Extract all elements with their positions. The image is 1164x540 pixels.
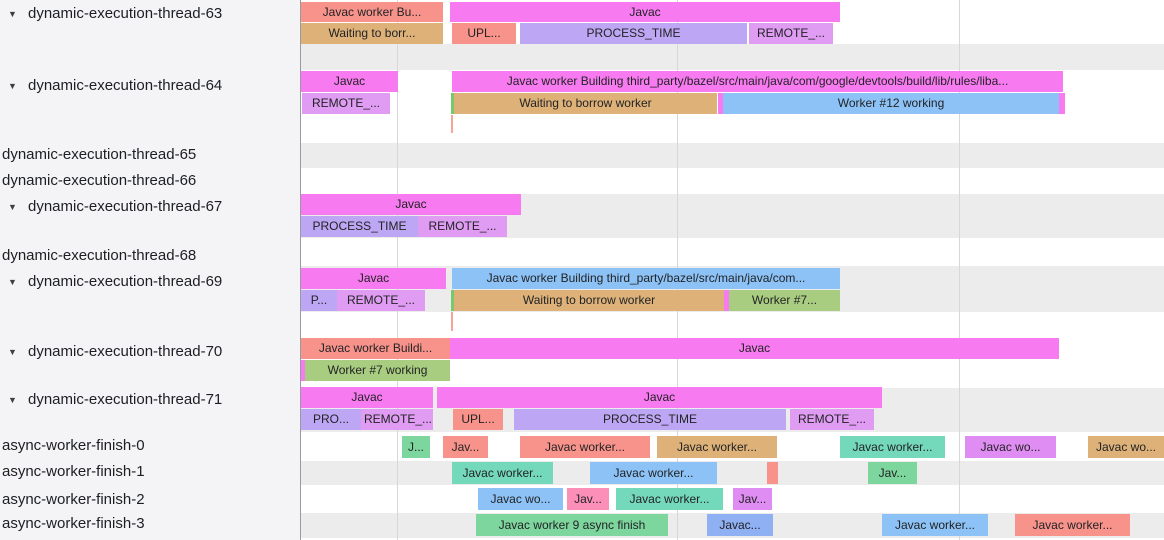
sidebar-item[interactable]: ▼ dynamic-execution-thread-69 <box>0 271 222 293</box>
timeline-bar[interactable]: Worker #7... <box>729 290 840 311</box>
timeline-bar[interactable]: Javac wo... <box>1088 436 1164 458</box>
sidebar-item[interactable]: dynamic-execution-thread-66 <box>0 170 196 192</box>
timeline-bar[interactable]: Javac worker Bu... <box>301 2 443 22</box>
sidebar-item[interactable]: dynamic-execution-thread-68 <box>0 245 196 267</box>
timeline-bar[interactable]: Javac <box>450 2 840 22</box>
timeline-bar[interactable]: J... <box>402 436 430 458</box>
timeline-bar[interactable]: Jav... <box>443 436 488 458</box>
sidebar-item[interactable]: ▼ dynamic-execution-thread-63 <box>0 3 222 25</box>
sidebar: ▼ dynamic-execution-thread-63 ▼ dynamic-exe… <box>0 0 301 540</box>
timeline-bar[interactable]: Javac wo... <box>478 488 563 510</box>
timeline-bar[interactable]: REMOTE_... <box>361 409 433 430</box>
timeline-bar[interactable]: UPL... <box>452 23 516 44</box>
thread-name-label: async-worker-finish-2 <box>2 491 145 508</box>
timeline-bar[interactable]: Javac worker... <box>616 488 723 510</box>
collapse-triangle-icon[interactable]: ▼ <box>8 202 17 212</box>
timeline-bar[interactable]: Javac worker Building third_party/bazel/… <box>452 71 1063 92</box>
timeline-bar[interactable]: PROCESS_TIME <box>520 23 747 44</box>
sidebar-item[interactable]: async-worker-finish-0 <box>0 435 145 457</box>
sidebar-item[interactable]: ▼ dynamic-execution-thread-70 <box>0 341 222 363</box>
collapse-triangle-icon[interactable]: ▼ <box>8 277 17 287</box>
timeline-bar[interactable]: Javac wo... <box>965 436 1056 458</box>
timeline-bar[interactable]: Javac... <box>707 514 773 536</box>
timeline-bar[interactable]: Javac <box>301 387 433 408</box>
timeline-bar[interactable]: Javac worker Buildi... <box>301 338 450 359</box>
row-band <box>300 44 1164 70</box>
thread-name-label: dynamic-execution-thread-66 <box>2 172 197 189</box>
sidebar-item[interactable]: async-worker-finish-2 <box>0 489 145 511</box>
sidebar-item[interactable]: dynamic-execution-thread-65 <box>0 144 196 166</box>
sidebar-item[interactable]: ▼ dynamic-execution-thread-71 <box>0 389 222 411</box>
timeline-bar[interactable]: REMOTE_... <box>337 290 425 311</box>
sidebar-item[interactable]: async-worker-finish-3 <box>0 513 145 535</box>
timeline-bar[interactable] <box>301 360 307 381</box>
timeline-bar[interactable]: Javac worker... <box>840 436 945 458</box>
timeline-bar[interactable]: Javac worker... <box>520 436 650 458</box>
timeline-bar[interactable] <box>767 462 778 484</box>
thread-name-label: dynamic-execution-thread-69 <box>28 273 223 290</box>
row-band <box>300 461 1164 485</box>
timeline-bar[interactable]: REMOTE_... <box>790 409 874 430</box>
instant-event-tick[interactable] <box>451 312 453 331</box>
timeline-bar[interactable]: Worker #12 working <box>723 93 1059 114</box>
timeline-bar[interactable]: Javac worker... <box>882 514 988 536</box>
thread-name-label: dynamic-execution-thread-64 <box>28 77 223 94</box>
timeline-bar[interactable]: Javac worker... <box>452 462 553 484</box>
thread-name-label: async-worker-finish-1 <box>2 463 145 480</box>
collapse-triangle-icon[interactable]: ▼ <box>8 9 17 19</box>
timeline-bar[interactable]: PRO... <box>301 409 361 430</box>
timeline-bar[interactable]: Javac worker... <box>590 462 717 484</box>
timeline-bar[interactable]: Javac worker... <box>1015 514 1130 536</box>
timeline-bar[interactable]: UPL... <box>453 409 503 430</box>
timeline-bar[interactable]: REMOTE_... <box>418 216 507 237</box>
timeline-bar[interactable]: PROCESS_TIME <box>514 409 786 430</box>
collapse-triangle-icon[interactable]: ▼ <box>8 395 17 405</box>
timeline-bar[interactable]: Javac worker Building third_party/bazel/… <box>452 268 840 289</box>
timeline-bar[interactable]: Jav... <box>868 462 917 484</box>
timeline-bar[interactable]: Javac <box>437 387 882 408</box>
collapse-triangle-icon[interactable]: ▼ <box>8 347 17 357</box>
thread-name-label: async-worker-finish-0 <box>2 437 145 454</box>
timeline-bar[interactable]: REMOTE_... <box>749 23 833 44</box>
row-band <box>300 143 1164 168</box>
timeline-bar[interactable]: REMOTE_... <box>302 93 390 114</box>
time-gridline <box>959 0 960 540</box>
thread-name-label: dynamic-execution-thread-70 <box>28 343 223 360</box>
timeline-bar[interactable]: Javac <box>301 268 446 289</box>
thread-name-label: dynamic-execution-thread-68 <box>2 247 197 264</box>
timeline-bar[interactable]: Waiting to borrow worker <box>454 290 724 311</box>
timeline-bar[interactable]: Jav... <box>567 488 609 510</box>
timeline-bar[interactable]: Javac <box>450 338 1059 359</box>
thread-name-label: async-worker-finish-3 <box>2 515 145 532</box>
timeline-bar[interactable]: P... <box>301 290 337 311</box>
timeline-bar[interactable]: PROCESS_TIME <box>301 216 418 237</box>
collapse-triangle-icon[interactable]: ▼ <box>8 81 17 91</box>
sidebar-item[interactable]: async-worker-finish-1 <box>0 461 145 483</box>
timeline-bar[interactable]: Javac <box>301 71 398 92</box>
timeline-bar[interactable] <box>724 290 730 311</box>
timeline-bar[interactable]: Javac worker 9 async finish <box>476 514 668 536</box>
thread-name-label: dynamic-execution-thread-71 <box>28 391 223 408</box>
thread-name-label: dynamic-execution-thread-63 <box>28 5 223 22</box>
thread-name-label: dynamic-execution-thread-67 <box>28 198 223 215</box>
sidebar-item[interactable]: ▼ dynamic-execution-thread-64 <box>0 75 222 97</box>
thread-name-label: dynamic-execution-thread-65 <box>2 146 197 163</box>
timeline-bar[interactable]: Javac <box>301 194 521 215</box>
timeline-bar[interactable]: Javac worker... <box>657 436 777 458</box>
instant-event-tick[interactable] <box>451 115 453 133</box>
timeline-bar[interactable]: Waiting to borr... <box>301 23 443 44</box>
timeline-bar[interactable]: Jav... <box>733 488 772 510</box>
timeline-bar[interactable]: Worker #7 working <box>305 360 450 381</box>
sidebar-item[interactable]: ▼ dynamic-execution-thread-67 <box>0 196 222 218</box>
timeline-bar[interactable] <box>718 93 724 114</box>
timeline-bar[interactable]: Waiting to borrow worker <box>454 93 717 114</box>
timeline-bar[interactable] <box>1059 93 1065 114</box>
